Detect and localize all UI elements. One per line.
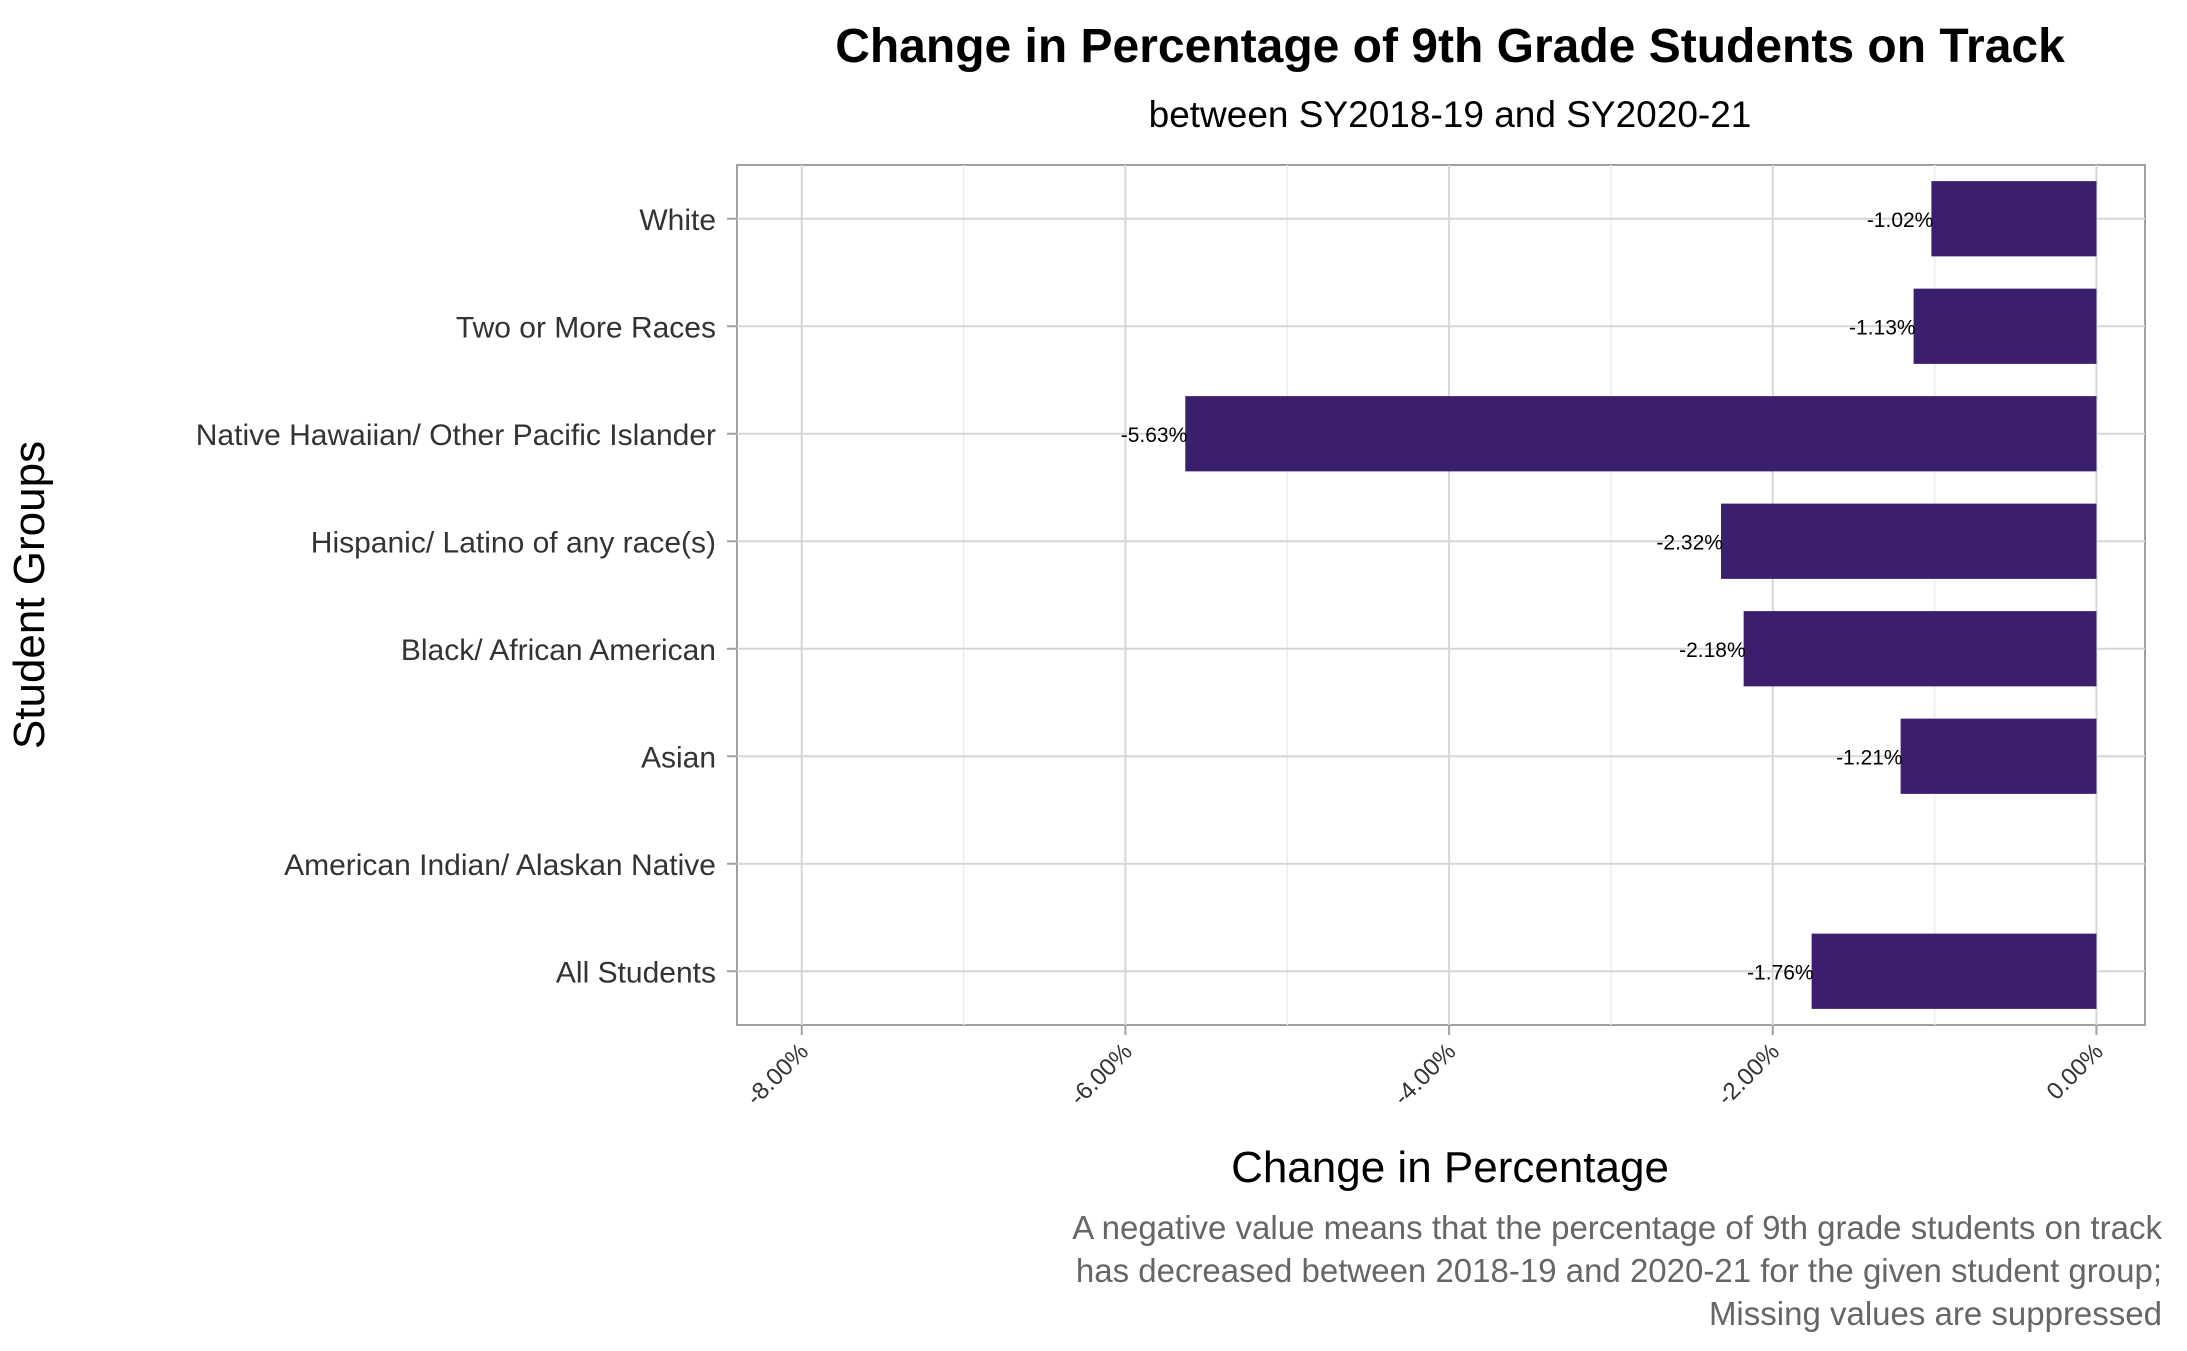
bar (1900, 718, 2097, 794)
category-label: White (639, 204, 716, 237)
plot-panel (736, 164, 2146, 1026)
category-label: American Indian/ Alaskan Native (284, 849, 716, 882)
bar (1185, 396, 2097, 472)
bar (1720, 503, 2097, 579)
caption-line-3: Missing values are suppressed (1709, 1295, 2162, 1332)
caption-line-2: has decreased between 2018-19 and 2020-2… (1076, 1252, 2162, 1289)
x-axis-ticks: -8.00% -6.00% -4.00% -2.00% 0.00% (741, 1025, 2109, 1111)
x-tick-label: 0.00% (2041, 1038, 2108, 1105)
plot-area: -1.76% -1.21% -2.18% -2.32% -5.63% -1.13% -1.0… (736, 164, 2146, 1026)
chart-subtitle: between SY2018-19 and SY2020-21 (1149, 94, 1752, 135)
data-label: -1.76% (1747, 961, 1814, 984)
category-label: Hispanic/ Latino of any race(s) (311, 526, 716, 559)
x-tick-label: -6.00% (1065, 1038, 1138, 1111)
category-label: Black/ African American (401, 634, 716, 667)
x-tick-label: -4.00% (1388, 1038, 1461, 1111)
data-label: -2.32% (1656, 531, 1723, 554)
x-axis-title: Change in Percentage (1231, 1143, 1669, 1192)
bar (1931, 181, 2097, 257)
y-axis-labels: All Students American Indian/ Alaskan Nat… (196, 204, 737, 989)
category-label: All Students (556, 956, 716, 989)
caption: A negative value means that the percenta… (1072, 1209, 2162, 1332)
category-label: Native Hawaiian/ Other Pacific Islander (196, 419, 716, 452)
bars (1185, 181, 2097, 1009)
chart-title: Change in Percentage of 9th Grade Studen… (835, 20, 2065, 73)
x-tick-label: -8.00% (741, 1038, 814, 1111)
data-label: -2.18% (1679, 639, 1746, 662)
data-label: -1.21% (1836, 746, 1903, 769)
bar (1743, 611, 2097, 687)
data-label: -1.13% (1849, 316, 1916, 339)
bar (1811, 933, 2097, 1009)
x-tick-label: -2.00% (1712, 1038, 1785, 1111)
data-labels: -1.76% -1.21% -2.18% -2.32% -5.63% -1.13% -1.0… (1121, 209, 1934, 985)
data-label: -1.02% (1867, 209, 1934, 232)
bar (1913, 288, 2097, 364)
caption-line-1: A negative value means that the percenta… (1072, 1209, 2162, 1246)
y-axis-title: Student Groups (5, 441, 54, 749)
category-label: Asian (641, 741, 716, 774)
data-label: -5.63% (1121, 424, 1188, 447)
category-label: Two or More Races (456, 311, 716, 344)
